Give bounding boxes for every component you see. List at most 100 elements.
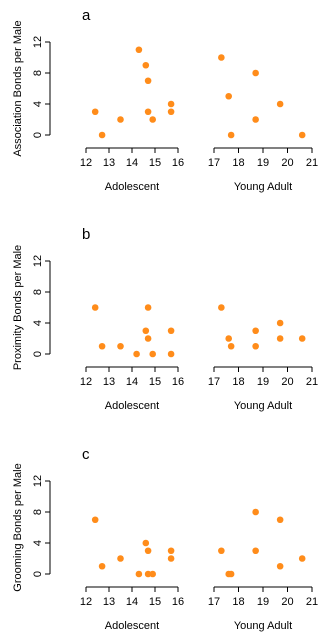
data-point xyxy=(135,46,143,54)
x-tick-label: 16 xyxy=(172,376,184,388)
y-tick-label: 8 xyxy=(32,70,44,76)
x-tick-label: 20 xyxy=(281,157,293,169)
data-point xyxy=(144,547,152,555)
x-tick-label: 14 xyxy=(126,157,138,169)
data-point xyxy=(276,562,284,570)
data-point xyxy=(91,108,99,116)
x-tick-label: 17 xyxy=(208,157,220,169)
data-point xyxy=(298,555,306,562)
x-tick-label: 14 xyxy=(126,596,138,608)
data-point xyxy=(252,327,259,335)
x-tick-label: 17 xyxy=(208,596,220,608)
x-tick-label: 19 xyxy=(257,376,269,388)
data-point xyxy=(142,61,150,69)
x-tick-label: 19 xyxy=(257,157,269,169)
data-point xyxy=(252,116,259,123)
group-label: Adolescent xyxy=(105,181,159,193)
data-point xyxy=(298,335,306,342)
data-point xyxy=(218,54,225,61)
y-tick-label: 12 xyxy=(32,255,44,267)
group-label: Adolescent xyxy=(105,620,159,632)
data-point xyxy=(276,319,284,327)
y-tick-label: 12 xyxy=(32,475,44,487)
data-point xyxy=(227,342,235,350)
x-tick-label: 12 xyxy=(80,376,92,388)
group-label: Young Adult xyxy=(234,181,292,193)
x-tick-label: 13 xyxy=(103,376,115,388)
panel-letter: c xyxy=(82,446,90,463)
data-point xyxy=(149,570,156,578)
data-point xyxy=(149,350,156,358)
data-point xyxy=(91,516,99,524)
data-point xyxy=(167,100,175,108)
x-tick-label: 16 xyxy=(172,596,184,608)
panel-c: c 0 4 8 12 Grooming Bonds per Male 12 13 14 15 16 A… xyxy=(12,446,318,632)
y-tick-label: 4 xyxy=(32,540,44,546)
x-tick-label: 20 xyxy=(281,376,293,388)
data-point xyxy=(227,570,235,578)
x-tick-label: 21 xyxy=(306,376,318,388)
x-tick-label: 14 xyxy=(126,376,138,388)
data-point xyxy=(144,304,152,311)
data-point xyxy=(117,116,124,123)
y-tick-label: 0 xyxy=(32,351,44,357)
data-point xyxy=(91,304,99,311)
data-point xyxy=(144,570,152,578)
data-point xyxy=(144,77,152,85)
x-tick-label: 15 xyxy=(149,157,161,169)
data-point xyxy=(133,350,140,358)
panel-b: b 0 4 8 12 Proximity Bonds per Male 12 13 14 15 16… xyxy=(12,226,318,412)
data-point xyxy=(218,304,225,311)
data-point xyxy=(135,570,143,578)
data-point xyxy=(252,547,259,555)
y-tick-label: 8 xyxy=(32,509,44,515)
data-point xyxy=(225,92,232,100)
data-point xyxy=(117,555,124,562)
y-axis-title: Proximity Bonds per Male xyxy=(12,245,24,370)
x-tick-label: 12 xyxy=(80,596,92,608)
data-point xyxy=(167,555,175,562)
x-tick-label: 16 xyxy=(172,157,184,169)
panel-a: a 0 4 8 12 Association Bonds per Male 12 13 14 15… xyxy=(12,7,318,193)
data-point xyxy=(298,131,306,139)
y-tick-label: 4 xyxy=(32,101,44,107)
data-point xyxy=(142,539,150,547)
data-point xyxy=(142,327,150,335)
group-label: Young Adult xyxy=(234,620,292,632)
data-point xyxy=(276,516,284,524)
y-tick-label: 4 xyxy=(32,320,44,326)
x-tick-label: 21 xyxy=(306,596,318,608)
x-tick-label: 18 xyxy=(232,157,244,169)
panel-letter: b xyxy=(82,226,90,243)
data-point xyxy=(167,108,175,116)
data-point xyxy=(117,342,124,350)
data-point xyxy=(167,327,175,335)
x-tick-label: 18 xyxy=(232,596,244,608)
x-tick-label: 17 xyxy=(208,376,220,388)
data-point xyxy=(98,342,106,350)
y-tick-label: 0 xyxy=(32,571,44,577)
data-point xyxy=(167,547,175,555)
data-point xyxy=(252,508,259,516)
x-tick-label: 12 xyxy=(80,157,92,169)
panel-letter: a xyxy=(82,7,91,24)
data-point xyxy=(225,335,232,342)
x-tick-label: 13 xyxy=(103,596,115,608)
data-point xyxy=(98,131,106,139)
x-tick-label: 15 xyxy=(149,596,161,608)
data-point xyxy=(167,350,175,358)
data-point xyxy=(218,547,225,555)
x-tick-label: 18 xyxy=(232,376,244,388)
data-point xyxy=(144,108,152,116)
data-point xyxy=(227,131,235,139)
x-tick-label: 13 xyxy=(103,157,115,169)
data-point xyxy=(98,562,106,570)
group-label: Young Adult xyxy=(234,400,292,412)
y-axis-title: Association Bonds per Male xyxy=(12,20,24,156)
y-tick-label: 0 xyxy=(32,132,44,138)
x-tick-label: 21 xyxy=(306,157,318,169)
data-point xyxy=(149,116,156,123)
x-tick-label: 20 xyxy=(281,596,293,608)
data-point xyxy=(144,335,152,342)
